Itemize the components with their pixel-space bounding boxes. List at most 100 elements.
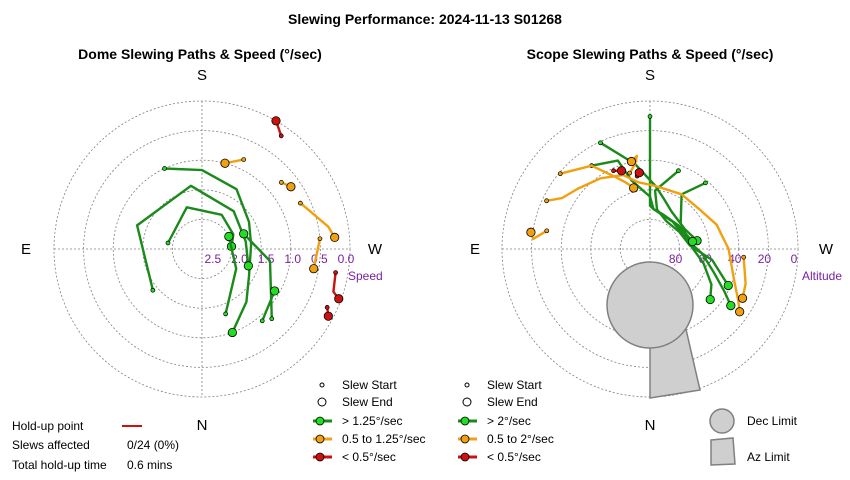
dome-slew-start bbox=[223, 311, 228, 317]
scope-radial-axis-label: Altitude bbox=[802, 269, 842, 283]
dome-slew-start bbox=[278, 133, 284, 139]
dome-slew-start bbox=[333, 270, 338, 275]
legend-fast-dot bbox=[315, 416, 325, 426]
dome-slew-start bbox=[165, 240, 171, 246]
scope-slew-start bbox=[544, 198, 549, 204]
dome-radial-label: 0.0 bbox=[338, 252, 355, 266]
scope-radial-label: 80 bbox=[669, 252, 683, 266]
scope-slew-end bbox=[634, 168, 644, 178]
scope-slew-path bbox=[559, 164, 635, 189]
dec-limit-swatch bbox=[709, 408, 735, 434]
dome-slew-path bbox=[299, 202, 336, 239]
dome-slew-end bbox=[224, 231, 234, 242]
dome-legend-start: Slew Start bbox=[342, 378, 397, 392]
dome-slew-end bbox=[271, 116, 281, 126]
holdup-info: Hold-up point Slews affected 0/24 (0%) T… bbox=[12, 419, 179, 472]
dome-slew-path bbox=[224, 236, 238, 315]
slews-affected-label: Slews affected bbox=[12, 438, 90, 452]
dome-slew-path bbox=[312, 238, 322, 269]
dome-grid bbox=[53, 100, 351, 398]
dome-panel: Dome Slewing Paths & Speed (°/sec) S N E… bbox=[21, 46, 383, 434]
dome-slew-start bbox=[279, 180, 284, 185]
legend-medium-dot bbox=[315, 434, 325, 444]
holdup-time-value: 0.6 mins bbox=[127, 458, 172, 472]
scope-radial-label: 0 bbox=[791, 252, 798, 266]
dome-slew-start bbox=[241, 157, 247, 162]
scope-radial-labels: 80 60 40 20 0 bbox=[669, 252, 798, 266]
scope-panel: Scope Slewing Paths & Speed (°/sec) S N … bbox=[470, 46, 842, 434]
dome-slew-end bbox=[239, 229, 249, 239]
dome-slew-start bbox=[162, 166, 167, 171]
scope-slew-end bbox=[723, 280, 733, 291]
scope-slew-end bbox=[687, 236, 698, 247]
scope-dir-w: W bbox=[819, 241, 834, 258]
scope-slew-path bbox=[741, 257, 747, 299]
scope-slew-end bbox=[705, 294, 715, 305]
scope-slew-end bbox=[735, 307, 745, 317]
figure-title: Slewing Performance: 2024-11-13 S01268 bbox=[288, 11, 562, 27]
scope-slew-path bbox=[546, 173, 741, 312]
scope-slew-end bbox=[737, 293, 748, 303]
scope-radial-label: 20 bbox=[758, 252, 772, 266]
dome-slew-start bbox=[324, 305, 330, 310]
dome-paths bbox=[135, 116, 344, 338]
scope-slew-start bbox=[598, 140, 603, 146]
dome-slew-path bbox=[261, 290, 276, 322]
dome-slew-end bbox=[227, 327, 237, 338]
scope-slew-path bbox=[679, 181, 732, 307]
holdup-point-label: Hold-up point bbox=[12, 419, 84, 433]
scope-slew-end bbox=[616, 166, 627, 176]
dome-slew-path bbox=[164, 167, 253, 333]
dome-legend-medium: 0.5 to 1.25°/sec bbox=[342, 432, 426, 446]
scope-dir-s: S bbox=[645, 67, 655, 84]
scope-legend: Slew Start Slew End > 2°/sec 0.5 to 2°/s… bbox=[458, 378, 798, 466]
slews-affected-value: 0/24 (0%) bbox=[127, 438, 179, 452]
dec-limit-circle bbox=[606, 261, 694, 349]
scope-slew-end bbox=[629, 183, 639, 193]
dome-slew-path bbox=[166, 206, 235, 247]
dome-slew-end bbox=[286, 182, 296, 192]
dome-legend-slow: < 0.5°/sec bbox=[342, 450, 396, 464]
scope-slew-start bbox=[611, 168, 616, 174]
az-limit-swatch bbox=[710, 437, 736, 466]
dome-dir-e: E bbox=[21, 241, 31, 258]
dome-radial-label: 1.5 bbox=[258, 252, 275, 266]
dome-legend-end: Slew End bbox=[342, 395, 393, 409]
dome-slew-end bbox=[309, 264, 319, 274]
dome-radial-axis-label: Speed bbox=[348, 269, 383, 283]
scope-slew-path bbox=[591, 159, 694, 243]
dome-dir-s: S bbox=[197, 67, 207, 84]
dome-radial-label: 2.5 bbox=[204, 252, 221, 266]
dome-slew-start bbox=[269, 316, 275, 322]
scope-slew-start bbox=[544, 228, 550, 234]
dome-subtitle: Dome Slewing Paths & Speed (°/sec) bbox=[78, 46, 322, 62]
scope-paths bbox=[526, 114, 748, 317]
dome-radial-labels: 2.5 2.0 1.5 1.0 0.5 0.0 bbox=[204, 252, 354, 266]
scope-dir-e: E bbox=[470, 241, 480, 258]
dome-dir-w: W bbox=[368, 241, 383, 258]
legend-start-marker bbox=[319, 382, 325, 388]
scope-legend-start: Slew Start bbox=[487, 378, 542, 392]
dome-slew-end bbox=[323, 311, 333, 321]
az-limit-label: Az Limit bbox=[747, 450, 790, 464]
scope-legend-fast: > 2°/sec bbox=[487, 414, 531, 428]
scope-slew-start bbox=[703, 180, 708, 186]
dome-slew-start bbox=[298, 200, 303, 206]
scope-slew-start bbox=[647, 114, 653, 119]
scope-slew-start bbox=[676, 168, 681, 174]
scope-slew-end bbox=[726, 300, 736, 311]
dome-legend-fast: > 1.25°/sec bbox=[342, 414, 403, 428]
dome-slew-path bbox=[135, 184, 250, 291]
scope-slew-path bbox=[648, 116, 713, 300]
scope-slew-start bbox=[741, 254, 747, 260]
scope-slew-end bbox=[526, 227, 536, 237]
dome-slew-end bbox=[334, 294, 344, 304]
dome-dir-n: N bbox=[197, 417, 208, 434]
dome-slew-end bbox=[243, 261, 253, 271]
holdup-time-label: Total hold-up time bbox=[12, 458, 107, 472]
legend-medium-dot bbox=[460, 434, 470, 444]
scope-slew-start bbox=[627, 170, 633, 176]
scope-slew-path bbox=[653, 169, 730, 287]
legend-fast-dot bbox=[460, 416, 470, 426]
